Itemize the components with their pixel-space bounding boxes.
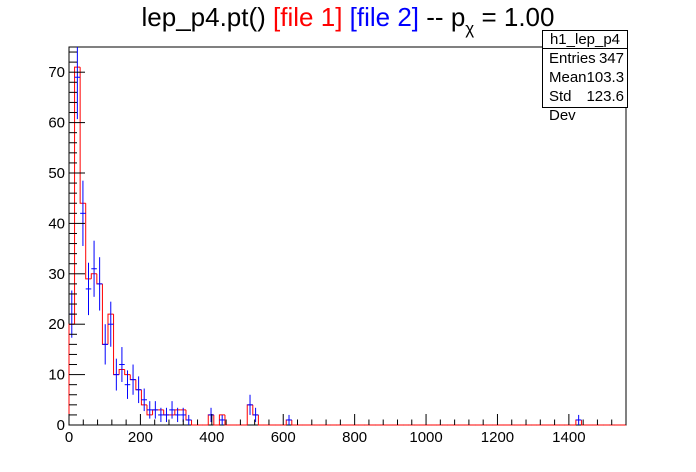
title-p-symbol: p bbox=[450, 2, 466, 32]
y-tick-label: 0 bbox=[57, 417, 65, 434]
file1-bin bbox=[79, 67, 86, 204]
file2-point bbox=[575, 414, 582, 425]
stats-stddev-row: Std Dev 123.6 bbox=[543, 87, 627, 124]
stats-mean-row: Mean 103.3 bbox=[543, 68, 627, 87]
title-separator: -- bbox=[426, 2, 444, 32]
file1-bin bbox=[74, 66, 81, 325]
file2-point bbox=[286, 414, 292, 425]
file2-point bbox=[152, 401, 159, 419]
file2-point bbox=[163, 407, 170, 423]
file2-point bbox=[252, 407, 259, 423]
chart-title: lep_p4.pt() [file 1] [file 2] -- pχ = 1.… bbox=[0, 0, 696, 38]
file1-bin bbox=[146, 404, 153, 416]
x-tick-label: 1200 bbox=[481, 429, 514, 446]
file1-bin bbox=[257, 414, 264, 426]
file1-bin bbox=[107, 313, 114, 345]
stats-mean-value: 103.3 bbox=[586, 69, 625, 86]
title-file1-label: [file 1] bbox=[273, 2, 343, 32]
y-tick-label: 60 bbox=[48, 115, 65, 132]
file2-point bbox=[91, 240, 97, 297]
file1-bin bbox=[85, 203, 92, 280]
y-tick-label: 10 bbox=[48, 367, 65, 384]
file2-point bbox=[169, 401, 175, 419]
file2-point bbox=[146, 401, 153, 419]
file2-point bbox=[130, 364, 136, 395]
file1-bin bbox=[291, 419, 298, 426]
x-tick-label: 1000 bbox=[409, 429, 442, 446]
axis-tick-labels: 0 200 400 600 800 1000 1200 1400 0 10 20 30 40 50 60 70 bbox=[48, 64, 585, 446]
file2-point bbox=[247, 394, 253, 415]
title-p-value: = 1.00 bbox=[481, 2, 555, 32]
file2-point bbox=[85, 262, 92, 316]
file2-point bbox=[141, 388, 147, 412]
file2-errorbars bbox=[69, 47, 582, 425]
file1-bin bbox=[124, 369, 131, 376]
title-expression: lep_p4.pt() bbox=[141, 2, 266, 32]
stats-stddev-value: 123.6 bbox=[586, 88, 624, 105]
file2-point bbox=[107, 301, 114, 347]
axis-ticks bbox=[68, 51, 627, 426]
y-tick-label: 70 bbox=[48, 64, 65, 81]
file2-point bbox=[80, 180, 86, 246]
x-tick-label: 1400 bbox=[552, 429, 585, 446]
file2-point bbox=[219, 414, 225, 425]
file2-point bbox=[158, 407, 164, 423]
stats-box: h1_lep_p4 Entries 347 Mean 103.3 Std Dev… bbox=[542, 30, 628, 124]
title-p-subscript: χ bbox=[465, 19, 475, 38]
x-tick-label: 400 bbox=[199, 429, 224, 446]
y-tick-label: 50 bbox=[48, 165, 65, 182]
x-tick-label: 0 bbox=[65, 429, 73, 446]
stats-stddev-label: Std Dev bbox=[549, 88, 576, 124]
y-tick-label: 40 bbox=[48, 215, 65, 232]
file1-bin bbox=[118, 369, 125, 375]
file1-bin bbox=[580, 419, 588, 426]
stats-name: h1_lep_p4 bbox=[543, 31, 627, 49]
file1-bin bbox=[213, 414, 220, 426]
file1-bin bbox=[218, 414, 225, 425]
file2-point bbox=[119, 347, 125, 382]
file1-bin bbox=[191, 419, 198, 426]
x-tick-label: 200 bbox=[128, 429, 153, 446]
title-file2-label: [file 2] bbox=[349, 2, 420, 32]
file2-point bbox=[135, 376, 142, 404]
file2-point bbox=[208, 407, 214, 423]
stats-entries-label: Entries bbox=[549, 50, 596, 67]
file1-bin bbox=[90, 273, 97, 279]
file2-point bbox=[174, 407, 181, 423]
file1-bin bbox=[224, 414, 231, 426]
stats-mean-label: Mean bbox=[549, 69, 587, 86]
file2-point bbox=[124, 370, 131, 399]
file1-histogram bbox=[68, 66, 626, 426]
x-tick-label: 800 bbox=[342, 429, 367, 446]
file2-point bbox=[102, 324, 108, 365]
stats-entries-value: 347 bbox=[598, 50, 624, 67]
file2-point bbox=[96, 257, 103, 311]
file2-point bbox=[74, 47, 81, 120]
file1-bin bbox=[140, 389, 147, 406]
stats-entries-row: Entries 347 bbox=[543, 49, 627, 68]
y-tick-label: 30 bbox=[48, 266, 65, 283]
y-tick-label: 20 bbox=[48, 316, 65, 333]
file2-point bbox=[185, 414, 192, 425]
file2-point bbox=[113, 358, 120, 391]
x-tick-label: 600 bbox=[271, 429, 296, 446]
